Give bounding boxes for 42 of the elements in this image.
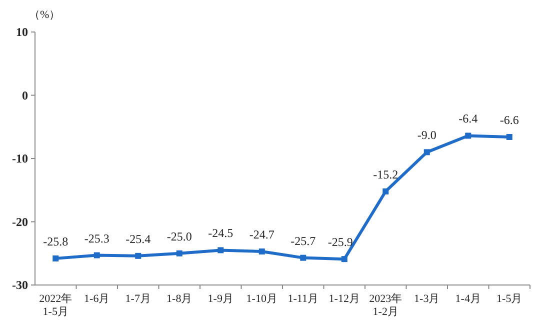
y-tick-label: -20	[12, 214, 28, 229]
x-tick-label: 1-11月	[288, 293, 319, 305]
data-label: -24.7	[249, 227, 274, 242]
data-label: -25.3	[84, 231, 110, 246]
x-tick-label: 1-6月	[84, 293, 110, 305]
y-axis-title: （%）	[29, 9, 60, 21]
x-tick-label: 1-8月	[166, 293, 192, 305]
data-label: -25.9	[328, 235, 353, 250]
data-label: -25.8	[43, 234, 68, 248]
point	[465, 132, 472, 139]
y-tick-label: 0	[22, 88, 28, 102]
x-tick-label: 1-5月	[496, 293, 522, 305]
point	[341, 256, 348, 262]
data-label: -15.2	[373, 167, 398, 182]
x-tick-label: 1-3月	[414, 293, 440, 305]
point	[94, 252, 100, 258]
data-label: -25.4	[126, 232, 151, 246]
point	[506, 134, 512, 140]
point	[258, 248, 265, 254]
y-tick-label: 10	[16, 25, 28, 39]
x-tick-label: 1-12月	[328, 293, 360, 305]
point	[135, 252, 142, 259]
data-label: -25.7	[290, 234, 316, 248]
y-tick-label: -30	[12, 278, 28, 292]
data-label: -6.4	[458, 112, 478, 126]
x-tick-label: 1-10月	[246, 293, 278, 305]
x-tick-label: 1-4月	[455, 293, 481, 305]
data-label: -24.5	[208, 226, 234, 240]
data-label: -9.0	[417, 128, 436, 142]
point	[176, 250, 182, 256]
x-tick-label: 2023年 1-2月	[369, 293, 402, 318]
x-tick-label: 1-9月	[208, 293, 234, 305]
point	[424, 149, 430, 156]
data-label: -25.0	[166, 229, 192, 244]
point	[218, 247, 224, 254]
point	[52, 255, 59, 262]
x-tick-label: 2022年 1-5月	[39, 293, 72, 318]
point	[300, 254, 306, 261]
point	[382, 188, 389, 194]
x-tick-label: 1-7月	[125, 293, 151, 305]
y-tick-label: -10	[12, 152, 28, 166]
data-label: -6.6	[500, 112, 519, 127]
